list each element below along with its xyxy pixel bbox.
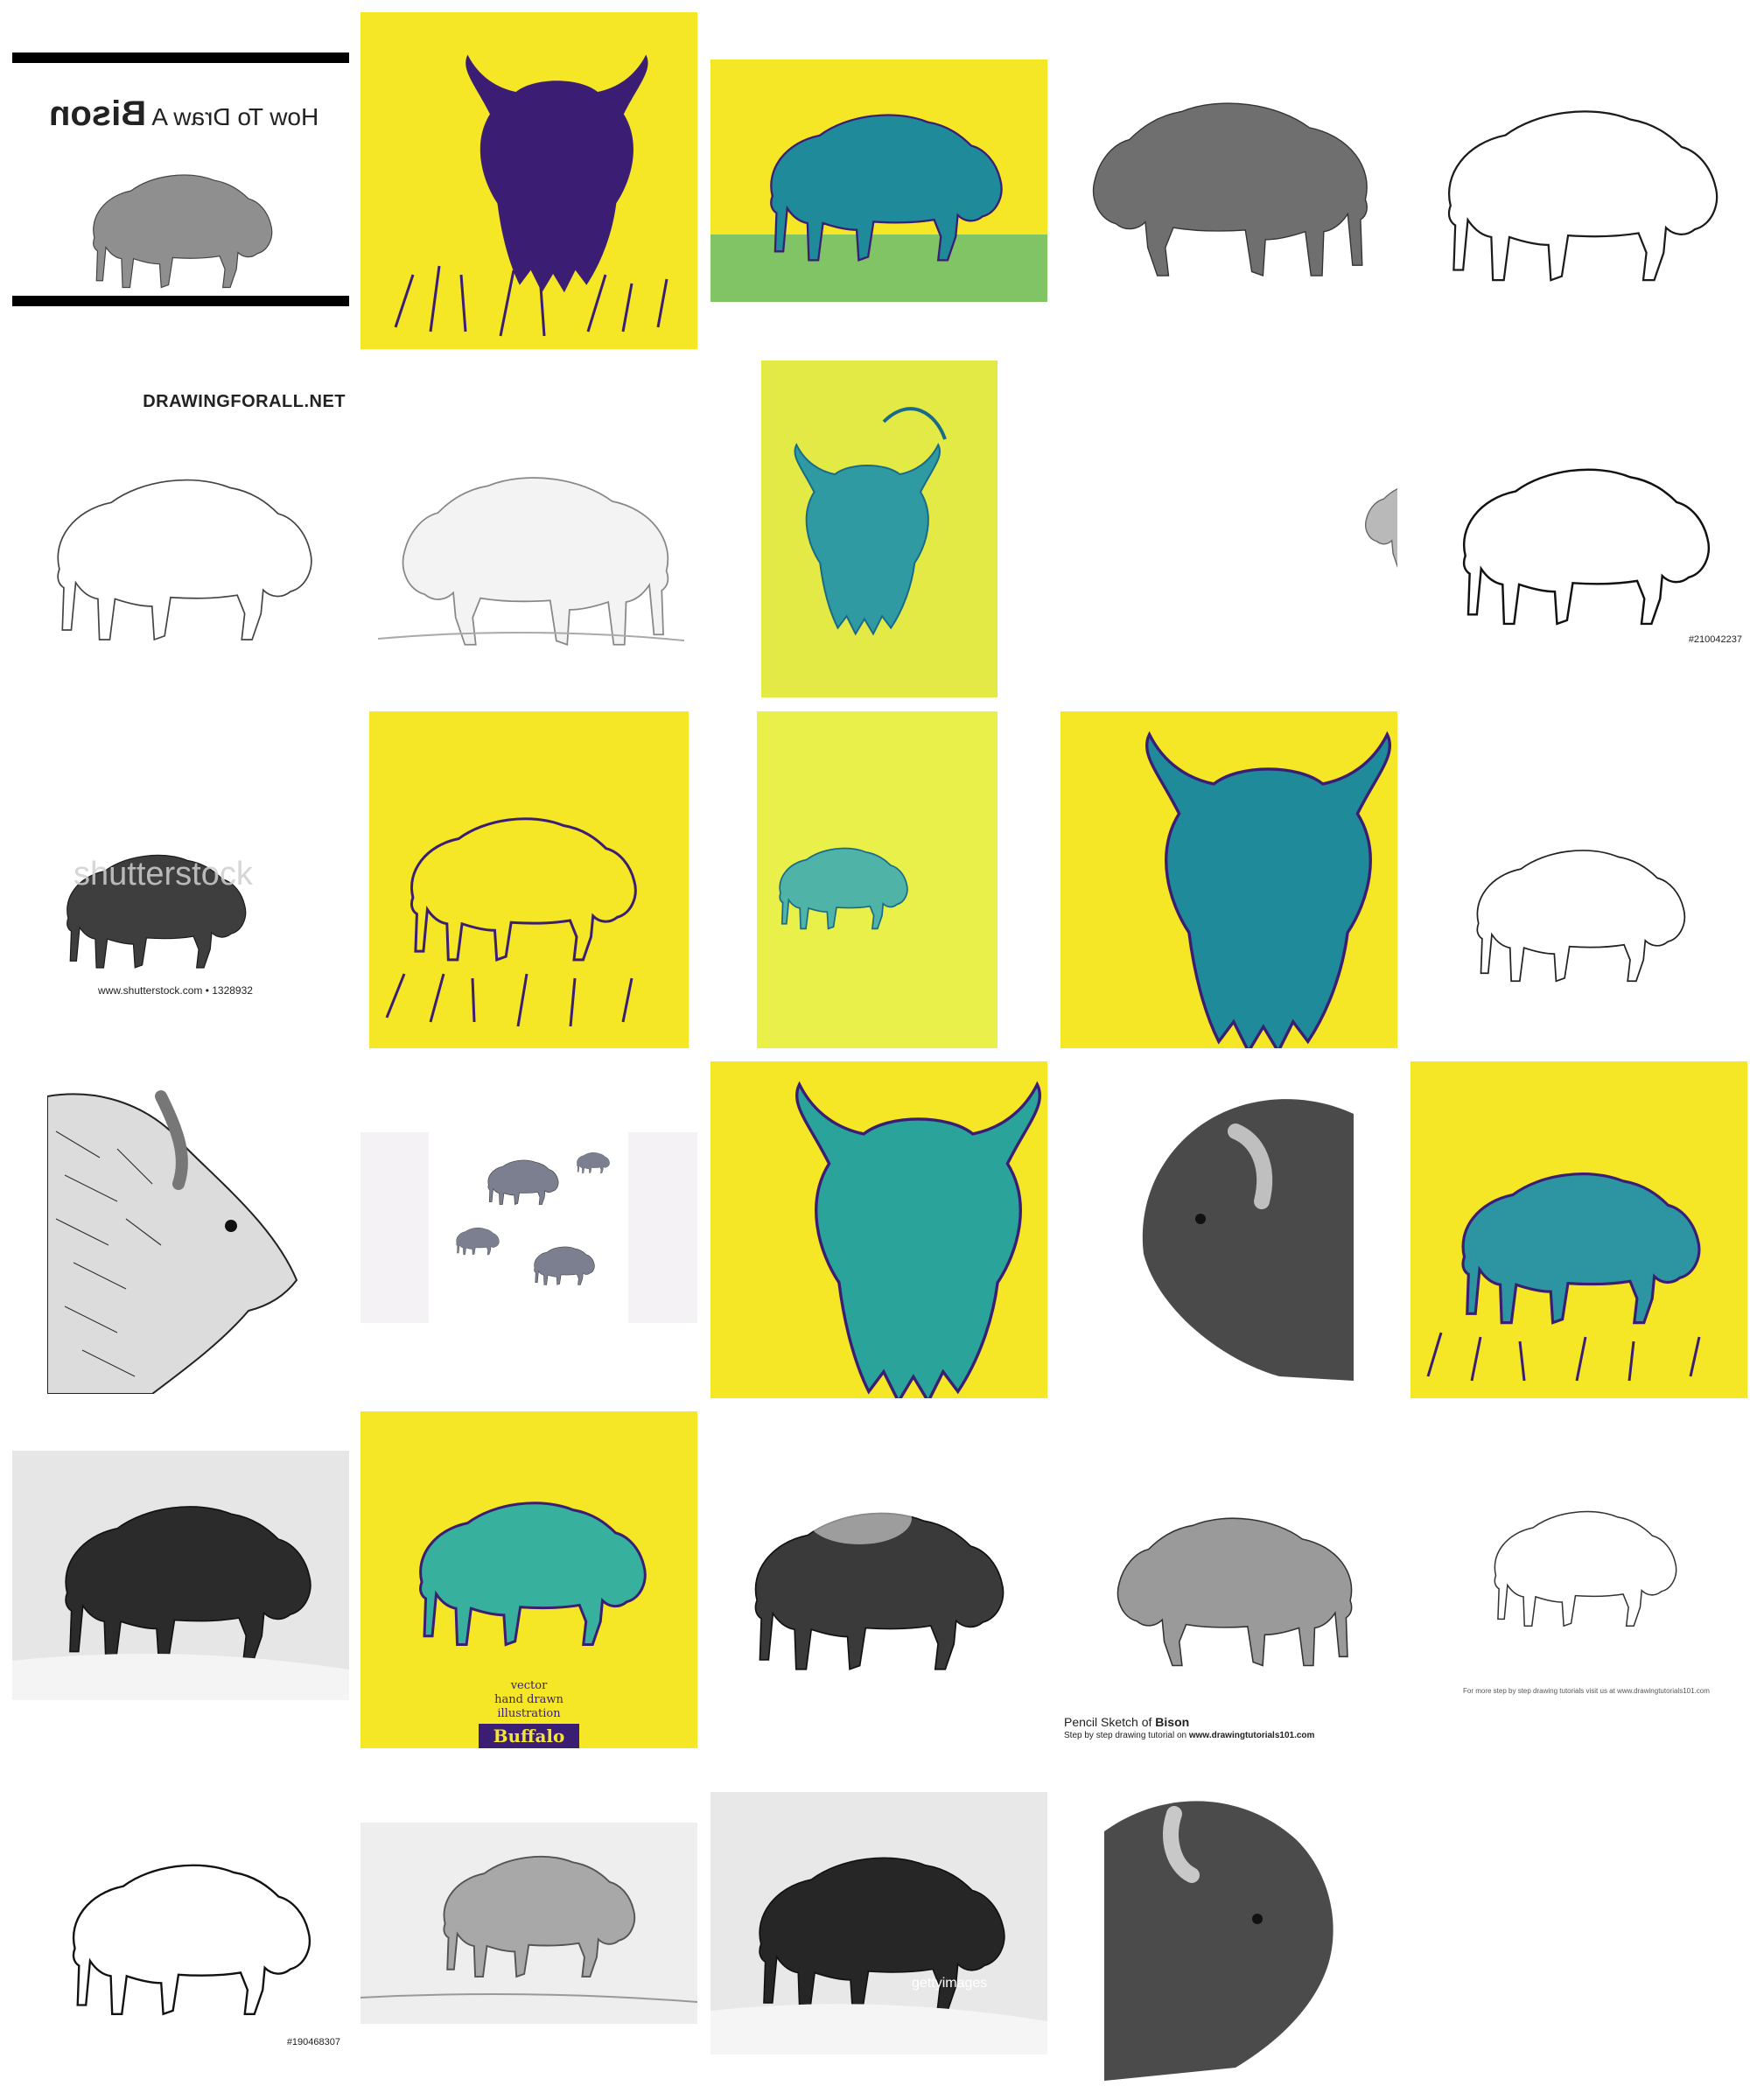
tile-bison-shutterstock[interactable]: shutterstock www.shutterstock.com • 1328… — [12, 711, 349, 1048]
tile-bison-gray-small[interactable] — [1060, 385, 1397, 661]
bison-illustration — [394, 12, 668, 337]
bison-illustration — [710, 60, 1047, 302]
bison-illustration — [1410, 1451, 1747, 1687]
tile-bison-yellow-head-2[interactable] — [710, 1061, 1047, 1398]
watermark-text: DRAWINGFORALL.NET — [143, 392, 346, 411]
bison-illustration — [1060, 385, 1397, 661]
vector-line: vector — [510, 1679, 548, 1692]
bison-illustration — [761, 407, 947, 697]
caption-title: Pencil Sketch of Bison — [1064, 1715, 1190, 1729]
bison-illustration — [710, 1792, 1047, 2054]
tile-bison-yellow-landscape[interactable] — [710, 60, 1047, 302]
buffalo-badge: Buffalo — [479, 1724, 579, 1748]
bison-illustration — [47, 1090, 298, 1394]
tile-bison-pencil-gray[interactable] — [1060, 65, 1397, 297]
bison-illustration — [1410, 711, 1747, 1048]
bison-illustration — [360, 1823, 697, 2024]
tile-bison-ink-wash[interactable] — [710, 1457, 1047, 1706]
bison-illustration — [710, 1492, 1047, 1706]
tile-bison-yellow-grass-2[interactable] — [1410, 1061, 1747, 1398]
tile-bison-realistic-head[interactable] — [1104, 1779, 1354, 2081]
bison-illustration — [12, 52, 349, 306]
bison-illustration — [1410, 385, 1747, 661]
tile-bison-line-art[interactable] — [1410, 65, 1747, 297]
bison-illustration — [360, 1132, 697, 1323]
bison-illustration — [1426, 1061, 1747, 1382]
bison-illustration — [1060, 1451, 1397, 1713]
bison-illustration — [385, 711, 689, 1027]
tile-bison-stipple[interactable]: #210042237 — [1410, 385, 1747, 661]
tile-bison-pencil-tutorial[interactable]: Pencil Sketch of Bison Step by step draw… — [1060, 1451, 1397, 1748]
tile-bison-pencil-landscape[interactable] — [360, 1823, 697, 2024]
caption-text: For more step by step drawing tutorials … — [1463, 1687, 1710, 1695]
tile-bison-yellow-walking[interactable] — [761, 360, 998, 697]
tile-bison-yellow-rear[interactable] — [757, 711, 998, 1048]
tile-bison-yellow-front[interactable] — [369, 711, 689, 1048]
stock-id: #210042237 — [1688, 634, 1742, 645]
tile-bison-yellow-head[interactable] — [1060, 711, 1397, 1048]
bison-illustration — [1142, 1099, 1354, 1381]
tile-how-to-draw-bison[interactable]: How To Draw A Bison — [12, 52, 349, 306]
tile-bison-outline-walking[interactable] — [1410, 711, 1747, 1048]
watermark-text: gettyimages — [912, 1976, 988, 1991]
bison-illustration — [1060, 65, 1397, 297]
bison-illustration — [1060, 711, 1397, 1048]
bottom-rule — [12, 296, 349, 306]
tile-bison-ink-side[interactable]: #190468307 — [12, 1792, 349, 2054]
stock-id: #190468307 — [286, 2037, 340, 2048]
tile-bison-outline-tutorial[interactable]: For more step by step drawing tutorials … — [1410, 1451, 1747, 1713]
bison-illustration — [1410, 65, 1747, 297]
bison-illustration — [12, 1451, 349, 1700]
tile-bison-charcoal-head[interactable] — [1104, 1079, 1354, 1381]
caption-text: www.shutterstock.com • 1328932 — [98, 984, 253, 997]
tile-bison-pencil-sketch[interactable] — [360, 385, 697, 661]
tile-bison-hatched-head[interactable] — [47, 1079, 310, 1394]
watermark-text: shutterstock — [74, 856, 253, 892]
top-rule — [12, 52, 349, 63]
tile-bison-buffalo-vector[interactable]: vector hand drawn illustration Buffalo — [360, 1411, 697, 1748]
hand-drawn-line: hand drawn — [494, 1693, 564, 1706]
bison-illustration — [1104, 1801, 1334, 2081]
tile-bison-small-group[interactable] — [360, 1132, 697, 1323]
illustration-line: illustration — [497, 1707, 561, 1720]
tile-bison-yellow-grass[interactable] — [360, 12, 697, 349]
bison-illustration — [12, 1792, 349, 2054]
caption-subtitle: Step by step drawing tutorial on www.dra… — [1064, 1731, 1315, 1740]
tile-bison-engraving-snow[interactable] — [12, 1451, 349, 1700]
bison-illustration — [12, 385, 349, 661]
bison-illustration — [710, 1061, 1047, 1398]
bison-illustration — [377, 385, 685, 661]
bison-illustration — [757, 711, 998, 1048]
tile-bison-engraving-snow-2[interactable]: gettyimages — [710, 1792, 1047, 2054]
tile-bison-drawingforall[interactable]: DRAWINGFORALL.NET — [12, 385, 349, 661]
